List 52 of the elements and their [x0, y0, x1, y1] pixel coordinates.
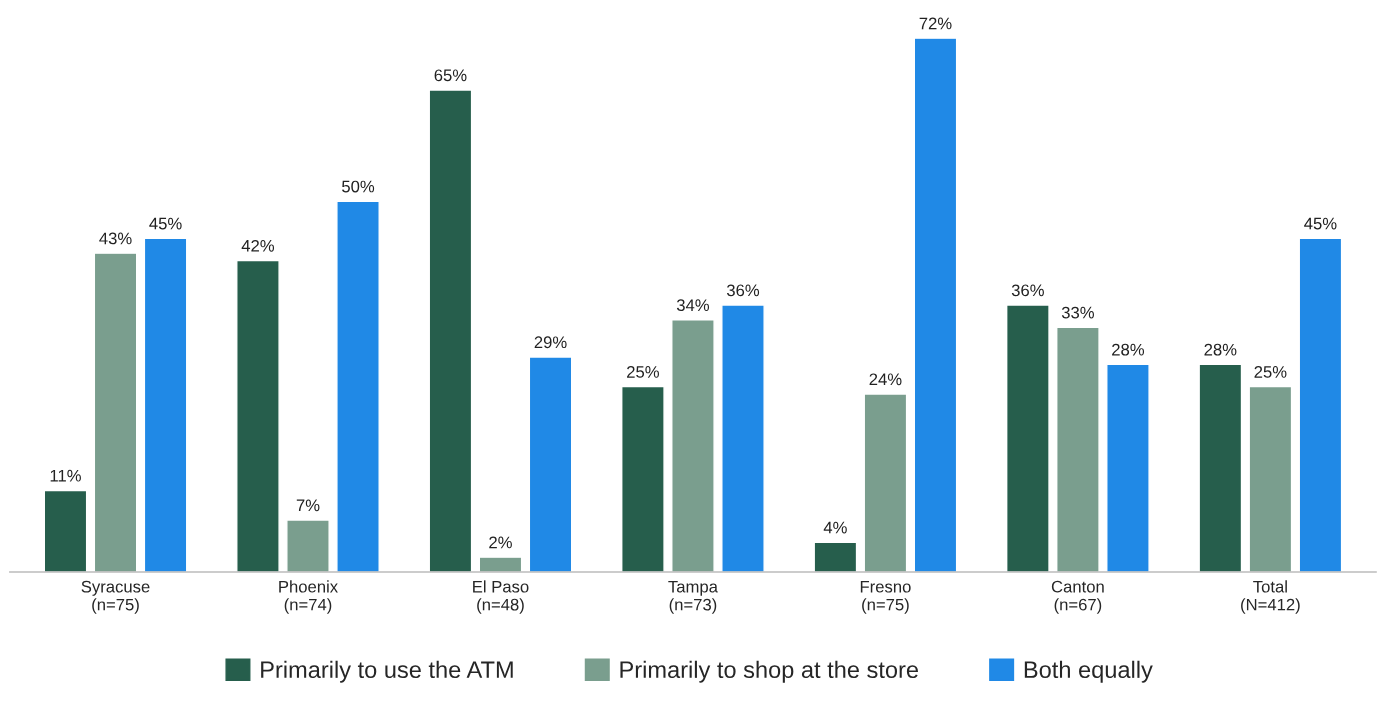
bar	[721, 304, 765, 572]
data-label: 25%	[627, 365, 659, 378]
data-label: 36%	[1011, 284, 1044, 297]
bar	[1298, 237, 1343, 572]
bar	[813, 541, 858, 572]
bar	[143, 237, 188, 572]
legend-label: Primarily to use the ATM	[261, 660, 513, 683]
data-label: 7%	[296, 499, 320, 512]
legend-label: Primarily to shop at the store	[620, 660, 918, 683]
data-label: 72%	[919, 17, 952, 30]
data-label: 45%	[1304, 217, 1337, 230]
bar	[1198, 363, 1243, 572]
x-tick-label: El Paso (n=48)	[473, 580, 529, 614]
bar	[236, 259, 280, 572]
data-label: 45%	[149, 217, 182, 230]
bar	[1005, 304, 1050, 572]
x-tick-label: Syracuse (n=75)	[81, 580, 150, 614]
bar	[1106, 363, 1150, 572]
data-label: 34%	[676, 299, 710, 312]
data-label: 43%	[99, 232, 132, 245]
data-label: 36%	[726, 284, 760, 297]
bar	[1248, 385, 1293, 572]
data-label: 33%	[1061, 306, 1094, 319]
bar	[1056, 326, 1100, 572]
bar	[913, 37, 958, 572]
x-tick-label: Canton (n=67)	[1051, 580, 1104, 614]
x-tick-label: Phoenix (n=74)	[279, 580, 338, 614]
data-label: 28%	[1112, 343, 1145, 356]
bar	[863, 393, 908, 572]
bar	[671, 319, 715, 572]
data-label: 4%	[823, 521, 847, 534]
data-label: 11%	[50, 469, 81, 482]
x-tick-label: Fresno (n=75)	[860, 580, 911, 614]
bar	[428, 89, 473, 572]
x-tick-label: Total (N=412)	[1241, 580, 1300, 614]
data-label: 25%	[1254, 365, 1287, 378]
bar	[336, 200, 380, 572]
bar	[43, 489, 88, 572]
data-label: 50%	[342, 180, 375, 193]
bar	[478, 556, 523, 572]
legend-label: Both equally	[1024, 660, 1153, 683]
x-tick-label: Tampa (n=73)	[668, 580, 718, 614]
bar	[528, 356, 573, 572]
data-label: 24%	[869, 373, 902, 386]
data-label: 2%	[489, 536, 512, 549]
bar	[286, 519, 330, 572]
data-label: 29%	[534, 336, 567, 349]
data-label: 28%	[1204, 343, 1237, 356]
data-label: 42%	[241, 239, 275, 252]
data-label: 65%	[434, 69, 467, 82]
bar	[93, 252, 138, 572]
bar	[621, 385, 665, 572]
